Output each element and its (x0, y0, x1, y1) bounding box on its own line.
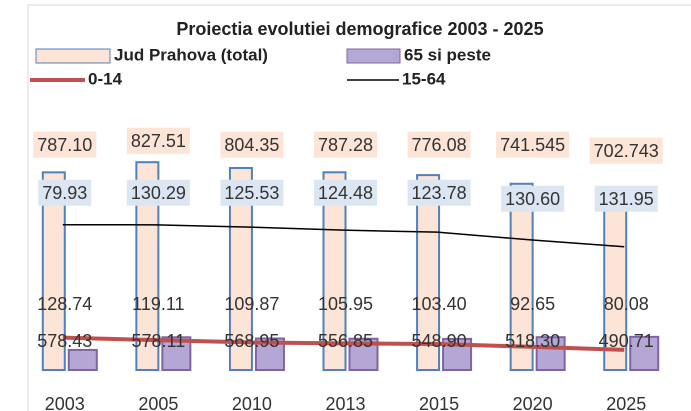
data-label-bg (496, 131, 570, 158)
line-series (62, 335, 625, 352)
data-label: 741.545 (500, 135, 565, 155)
bar (41, 171, 66, 371)
data-label: 827.51 (131, 131, 186, 151)
legend-swatch (35, 48, 111, 64)
data-label: 128.74 (37, 294, 92, 314)
data-label: 123.78 (412, 183, 467, 203)
data-label-bg (33, 131, 97, 158)
line-series (62, 224, 625, 248)
bar (135, 161, 160, 371)
data-label-bg (126, 179, 190, 206)
data-label-bg (407, 179, 471, 206)
data-label: 568.95 (224, 331, 279, 351)
data-label: 787.28 (318, 135, 373, 155)
bar (509, 182, 534, 371)
data-label: 80.08 (604, 294, 649, 314)
bar (161, 336, 192, 372)
legend-label: 65 si peste (404, 45, 491, 64)
x-tick-label: 2025 (606, 394, 646, 411)
bars (41, 161, 660, 372)
data-label-bg (126, 127, 190, 154)
data-label-bg (589, 137, 663, 164)
legend-swatch (346, 48, 401, 64)
data-label: 490.71 (599, 331, 654, 351)
bar (629, 335, 660, 371)
data-label: 119.11 (132, 294, 184, 314)
data-label: 109.87 (224, 294, 279, 314)
data-label: 578.43 (37, 331, 92, 351)
x-tick-label: 2005 (138, 394, 178, 411)
chart-title: Proiectia evolutiei demografice 2003 - 2… (176, 19, 543, 39)
data-label: 130.60 (505, 189, 560, 209)
data-label: 79.93 (42, 183, 87, 203)
data-label: 124.48 (318, 183, 373, 203)
bar (416, 174, 441, 371)
data-label-bg (313, 179, 378, 206)
data-label-bg (38, 179, 92, 206)
data-label: 776.08 (412, 135, 467, 155)
data-label-bg (220, 179, 284, 206)
data-label: 125.53 (224, 183, 279, 203)
data-label-bg (594, 185, 658, 212)
bar (322, 171, 347, 371)
data-label-bg (407, 131, 471, 158)
legend-label: 15-64 (402, 69, 446, 88)
data-label: 578.11 (131, 331, 185, 351)
data-label: 787.10 (37, 135, 92, 155)
data-label: 103.40 (412, 294, 467, 314)
x-tick-label: 2015 (419, 394, 459, 411)
data-label: 556.85 (318, 331, 373, 351)
legend-label: Jud Prahova (total) (114, 45, 268, 64)
x-tick-label: 2010 (232, 394, 272, 411)
bar (228, 167, 253, 371)
x-tick-label: 2013 (325, 394, 365, 411)
data-label: 130.29 (131, 183, 186, 203)
data-label: 131.95 (599, 189, 654, 209)
legend-label: 0-14 (88, 69, 123, 88)
x-tick-label: 2020 (513, 394, 553, 411)
data-label: 92.65 (510, 294, 555, 314)
bar (535, 336, 566, 372)
x-tick-label: 2003 (45, 394, 85, 411)
data-label-bg (501, 185, 565, 212)
data-label: 702.743 (594, 141, 659, 161)
data-label: 548.90 (412, 331, 467, 351)
data-label: 804.35 (224, 135, 279, 155)
data-label-bg (220, 131, 284, 158)
data-label: 105.95 (318, 294, 373, 314)
data-label: 518.30 (505, 331, 560, 351)
data-label-bg (313, 131, 378, 158)
bar (67, 348, 98, 371)
